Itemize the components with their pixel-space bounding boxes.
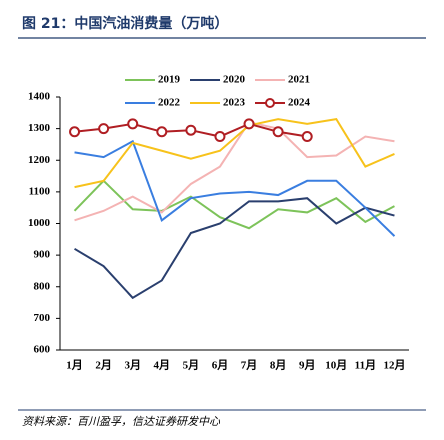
y-tick-label: 1000 bbox=[28, 217, 51, 229]
point bbox=[301, 131, 313, 143]
point bbox=[185, 124, 197, 136]
y-tick-label: 1300 bbox=[28, 122, 51, 134]
x-tick-label: 12月 bbox=[383, 359, 405, 372]
x-tick-label: 5月 bbox=[183, 359, 200, 372]
x-tick-label: 7月 bbox=[241, 359, 258, 372]
x-tick-label: 4月 bbox=[154, 359, 171, 372]
legend-label: 2020 bbox=[223, 74, 246, 86]
series-line bbox=[74, 139, 396, 237]
chart-title: 图 21：中国汽油消费量（万吨） bbox=[22, 15, 228, 32]
legend-label: 2022 bbox=[158, 97, 181, 109]
x-tick-label: 2月 bbox=[95, 359, 112, 372]
point bbox=[98, 123, 110, 135]
legend-label: 2023 bbox=[223, 97, 246, 109]
point bbox=[127, 118, 139, 130]
point bbox=[156, 126, 168, 138]
y-tick-label: 700 bbox=[34, 312, 51, 324]
legend-label: 2024 bbox=[288, 97, 311, 109]
x-tick-label: 8月 bbox=[270, 359, 287, 372]
x-tick-label: 1月 bbox=[66, 359, 83, 372]
y-tick-label: 1400 bbox=[28, 91, 51, 103]
y-tick-label: 800 bbox=[34, 280, 51, 292]
series-line bbox=[74, 197, 395, 300]
x-tick-label: 10月 bbox=[325, 359, 347, 372]
source: 资料来源：百川盈孚，信达证券研发中心 bbox=[22, 415, 221, 428]
legend-label: 2021 bbox=[288, 74, 310, 86]
legend-label: 2019 bbox=[158, 74, 181, 86]
x-tick-label: 6月 bbox=[212, 359, 229, 372]
y-tick-label: 1100 bbox=[29, 185, 51, 197]
legend-marker bbox=[265, 98, 275, 108]
x-tick-label: 3月 bbox=[124, 359, 141, 372]
series-line bbox=[73, 179, 395, 230]
series-line bbox=[74, 121, 395, 222]
point bbox=[272, 126, 284, 138]
series-line bbox=[74, 118, 395, 189]
y-tick-label: 1200 bbox=[28, 154, 51, 166]
x-tick-label: 9月 bbox=[299, 359, 316, 372]
y-tick-label: 600 bbox=[34, 344, 51, 356]
y-tick-label: 900 bbox=[34, 249, 51, 261]
point bbox=[214, 131, 226, 143]
point bbox=[243, 118, 255, 130]
x-tick-label: 11月 bbox=[355, 359, 376, 372]
point bbox=[69, 126, 81, 138]
